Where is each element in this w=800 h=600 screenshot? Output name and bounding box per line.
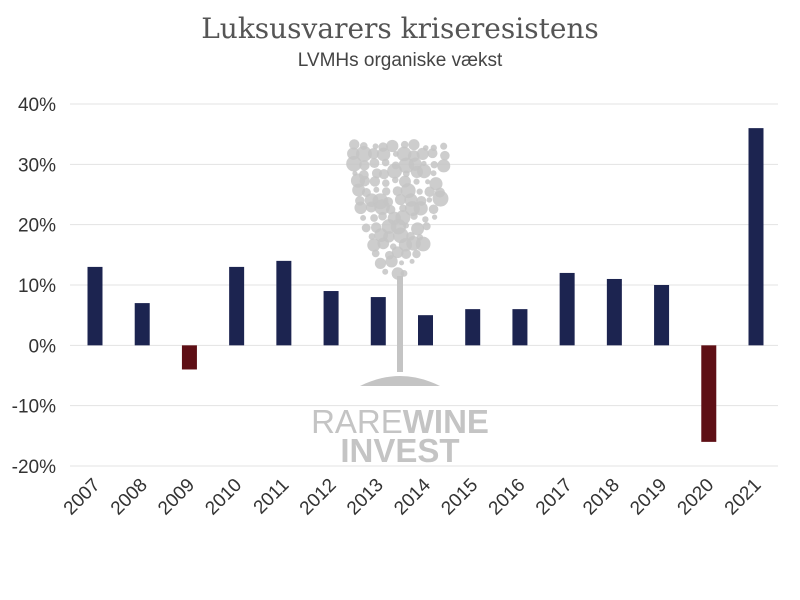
watermark-line1: RAREWINE bbox=[311, 403, 489, 440]
x-tick-label: 2009 bbox=[154, 475, 199, 520]
x-tick-label: 2011 bbox=[250, 475, 294, 519]
y-tick-label: 30% bbox=[18, 155, 56, 176]
x-tick-label: 2019 bbox=[626, 475, 671, 520]
bar-2010 bbox=[229, 266, 245, 346]
y-tick-label: 20% bbox=[18, 216, 56, 237]
bar-2021 bbox=[748, 128, 764, 346]
x-tick-label: 2020 bbox=[674, 475, 719, 520]
x-tick-label: 2007 bbox=[60, 475, 105, 520]
x-tick-label: 2018 bbox=[579, 475, 624, 520]
y-tick-label: 10% bbox=[18, 276, 56, 297]
bar-2013 bbox=[370, 297, 386, 346]
wine-glass-icon bbox=[346, 139, 451, 386]
bar-2016 bbox=[512, 309, 528, 346]
x-tick-label: 2014 bbox=[390, 474, 435, 519]
x-tick-label: 2013 bbox=[343, 475, 388, 520]
y-tick-label: -20% bbox=[12, 457, 56, 478]
bars bbox=[87, 128, 764, 442]
x-tick-label: 2015 bbox=[438, 475, 483, 520]
bar-2020 bbox=[701, 345, 717, 442]
y-tick-label: 0% bbox=[29, 336, 57, 357]
bar-2019 bbox=[654, 285, 670, 346]
chart-subtitle: LVMHs organiske vækst bbox=[297, 50, 503, 71]
y-tick-label: 40% bbox=[18, 95, 56, 116]
x-tick-label: 2017 bbox=[532, 475, 577, 520]
bar-2009 bbox=[181, 345, 197, 370]
bar-2012 bbox=[323, 291, 339, 346]
x-tick-label: 2010 bbox=[201, 475, 246, 520]
x-tick-label: 2021 bbox=[721, 475, 766, 520]
watermark-line2: INVEST bbox=[340, 432, 459, 469]
y-axis-ticks: -20% -10% 0% 10% 20% 30% 40% bbox=[12, 95, 56, 478]
x-axis-ticks: 2007 2008 2009 2010 2011 2012 2013 2014 2015 2016… bbox=[60, 474, 766, 519]
bar-2015 bbox=[465, 309, 481, 346]
bar-2018 bbox=[606, 278, 622, 346]
bar-2011 bbox=[276, 260, 292, 346]
bar-2014 bbox=[418, 315, 433, 346]
bar-2007 bbox=[87, 266, 103, 346]
chart-title: Luksusvarers kriseresistens bbox=[201, 12, 599, 45]
watermark: RAREWINE INVEST bbox=[311, 139, 489, 469]
bar-2008 bbox=[134, 303, 150, 346]
x-tick-label: 2016 bbox=[485, 475, 530, 520]
x-tick-label: 2012 bbox=[296, 475, 341, 520]
y-tick-label: -10% bbox=[12, 397, 56, 418]
watermark-wine: WINE bbox=[403, 403, 489, 440]
bar-2017 bbox=[559, 272, 575, 346]
x-tick-label: 2008 bbox=[107, 475, 152, 520]
watermark-rare: RARE bbox=[311, 403, 403, 440]
